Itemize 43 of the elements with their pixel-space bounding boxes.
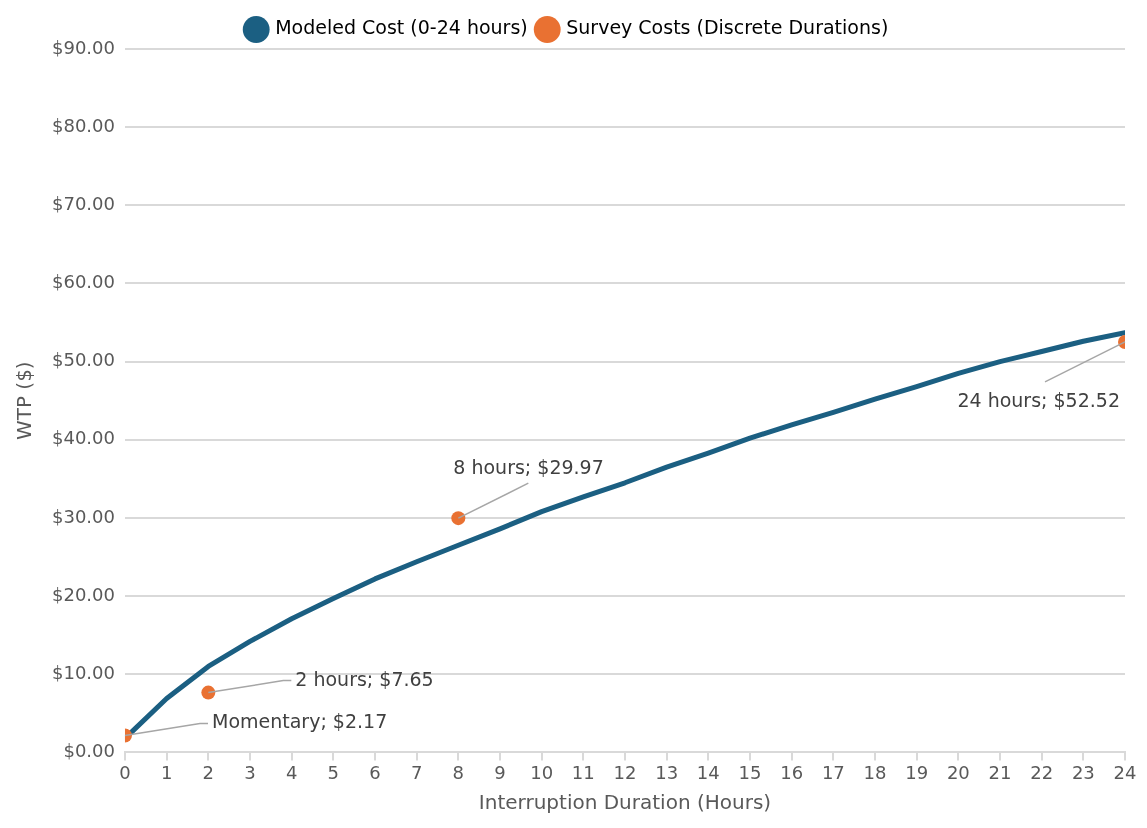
x-tick-label: 17 (821, 761, 845, 783)
data-label: Momentary; $2.17 (211, 710, 388, 733)
x-tick-label: 19 (905, 761, 929, 783)
data-label: 24 hours; $52.52 (957, 388, 1120, 411)
x-tick-label: 24 (1113, 761, 1137, 783)
x-tick-label: 18 (863, 761, 887, 783)
x-tick-label: 21 (988, 761, 1012, 783)
y-tick-label: $70.00 (52, 192, 115, 214)
x-tick-label: 9 (494, 761, 506, 783)
x-tick-label: 11 (571, 761, 595, 783)
y-axis-title: WTP ($) (12, 361, 37, 441)
legend-label: Survey Costs (Discrete Durations) (566, 16, 889, 39)
y-tick-label: $90.00 (52, 36, 115, 58)
x-tick-label: 1 (160, 761, 173, 783)
x-tick-label: 3 (244, 761, 256, 783)
y-tick-label: $60.00 (52, 271, 115, 293)
y-tick-label: $10.00 (52, 661, 115, 683)
y-tick-label: $50.00 (52, 349, 115, 371)
x-tick-label: 12 (613, 761, 637, 783)
data-label: 2 hours; $7.65 (295, 667, 434, 690)
x-tick-label: 16 (780, 761, 804, 783)
y-tick-label: $30.00 (52, 505, 115, 527)
legend-label: Modeled Cost (0-24 hours) (275, 16, 528, 39)
x-tick-label: 4 (285, 761, 298, 783)
x-tick-label: 8 (452, 761, 465, 783)
y-tick-label: $80.00 (52, 114, 115, 136)
data-label: 8 hours; $29.97 (453, 456, 604, 479)
x-tick-label: 5 (327, 761, 340, 783)
x-tick-label: 7 (410, 761, 423, 783)
x-tick-label: 23 (1071, 761, 1095, 783)
x-tick-label: 0 (119, 761, 131, 783)
x-tick-label: 13 (655, 761, 679, 783)
x-tick-label: 22 (1030, 761, 1054, 783)
x-tick-label: 20 (946, 761, 970, 783)
x-tick-label: 2 (202, 761, 215, 783)
y-tick-label: $0.00 (63, 740, 115, 762)
x-tick-label: 6 (369, 761, 381, 783)
x-axis-title: Interruption Duration (Hours) (478, 790, 772, 815)
x-tick-label: 14 (696, 761, 720, 783)
y-tick-label: $20.00 (52, 583, 115, 605)
x-tick-label: 15 (738, 761, 762, 783)
y-tick-label: $40.00 (52, 427, 115, 449)
x-tick-label: 10 (530, 761, 554, 783)
